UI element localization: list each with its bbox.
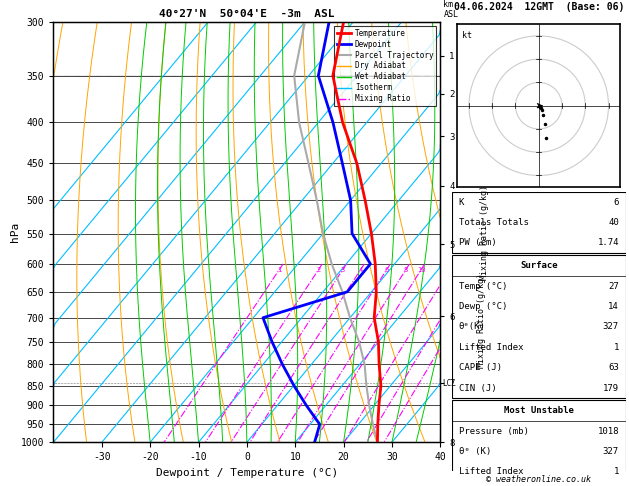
Text: Lifted Index: Lifted Index	[459, 468, 523, 476]
Text: 179: 179	[603, 383, 619, 393]
Text: θᵉ (K): θᵉ (K)	[459, 447, 491, 456]
Text: Surface: Surface	[520, 261, 557, 270]
Text: 3: 3	[341, 267, 345, 273]
Text: LCL: LCL	[442, 379, 455, 388]
Text: Lifted Index: Lifted Index	[459, 343, 523, 352]
Bar	[452, 256, 626, 398]
Text: 8: 8	[404, 267, 408, 273]
Text: 1: 1	[613, 343, 619, 352]
Text: Dewp (°C): Dewp (°C)	[459, 302, 507, 311]
Text: CIN (J): CIN (J)	[459, 383, 496, 393]
Text: 1: 1	[613, 468, 619, 476]
Text: 63: 63	[608, 363, 619, 372]
Legend: Temperature, Dewpoint, Parcel Trajectory, Dry Adiabat, Wet Adiabat, Isotherm, Mi: Temperature, Dewpoint, Parcel Trajectory…	[334, 26, 437, 106]
Text: 4: 4	[359, 267, 363, 273]
Text: © weatheronline.co.uk: © weatheronline.co.uk	[486, 474, 591, 484]
Bar	[452, 400, 626, 486]
X-axis label: Dewpoint / Temperature (°C): Dewpoint / Temperature (°C)	[156, 468, 338, 478]
Text: 10: 10	[417, 267, 425, 273]
Text: 6: 6	[613, 198, 619, 207]
Text: Pressure (mb): Pressure (mb)	[459, 427, 528, 435]
Text: km
ASL: km ASL	[443, 0, 459, 19]
Text: 6: 6	[384, 267, 389, 273]
Text: 14: 14	[608, 302, 619, 311]
Text: 40°27'N  50°04'E  -3m  ASL: 40°27'N 50°04'E -3m ASL	[159, 9, 335, 19]
Text: Temp (°C): Temp (°C)	[459, 281, 507, 291]
Text: kt: kt	[462, 31, 472, 40]
Bar	[452, 192, 626, 253]
Text: 1: 1	[277, 267, 281, 273]
Text: 40: 40	[608, 218, 619, 227]
Text: Mixing Ratio (g/kg): Mixing Ratio (g/kg)	[480, 185, 489, 279]
Text: 327: 327	[603, 447, 619, 456]
Text: Most Unstable: Most Unstable	[504, 406, 574, 415]
Text: 2: 2	[316, 267, 321, 273]
Text: 1.74: 1.74	[598, 239, 619, 247]
Text: 27: 27	[608, 281, 619, 291]
Text: Totals Totals: Totals Totals	[459, 218, 528, 227]
Text: PW (cm): PW (cm)	[459, 239, 496, 247]
Text: 04.06.2024  12GMT  (Base: 06): 04.06.2024 12GMT (Base: 06)	[454, 2, 624, 12]
Text: θᵉ(K): θᵉ(K)	[459, 322, 486, 331]
Text: hPa: hPa	[10, 222, 19, 242]
Text: CAPE (J): CAPE (J)	[459, 363, 501, 372]
Text: K: K	[459, 198, 464, 207]
Text: 1018: 1018	[598, 427, 619, 435]
Text: Mixing Ratio (g/kg): Mixing Ratio (g/kg)	[477, 273, 486, 368]
Text: 327: 327	[603, 322, 619, 331]
